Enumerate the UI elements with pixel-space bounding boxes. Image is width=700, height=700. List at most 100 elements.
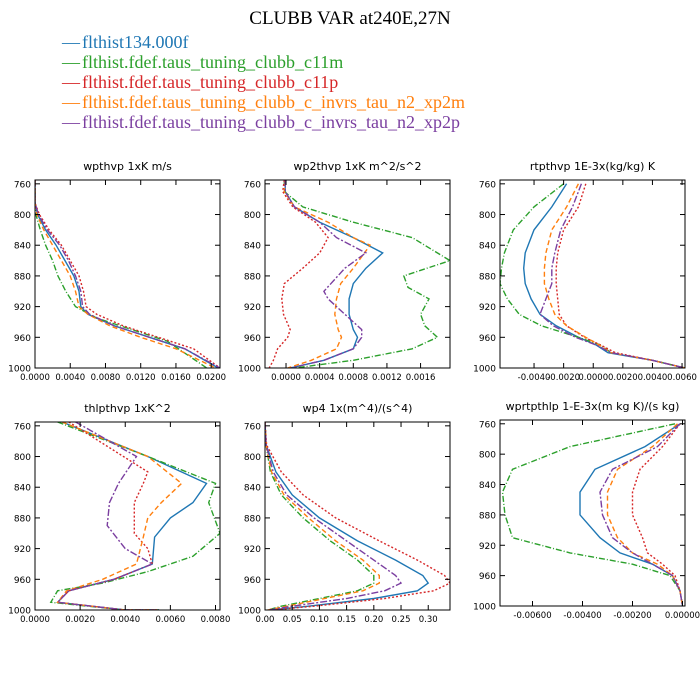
y-tick-label: 800 xyxy=(14,211,31,221)
x-tick-label: 0.0016 xyxy=(406,373,436,383)
y-tick-label: 960 xyxy=(244,334,261,344)
x-tick-label: 0.15 xyxy=(337,615,356,625)
series-line xyxy=(284,180,368,368)
legend-item: — flthist.fdef.taus_tuning_clubb_c_invrs_… xyxy=(62,92,465,112)
y-tick-label: 920 xyxy=(14,303,31,313)
plot-frame xyxy=(34,421,221,611)
y-tick-label: 760 xyxy=(244,422,261,432)
y-tick-label: 800 xyxy=(244,211,261,221)
panel-title: wpthvp 1xK m/s xyxy=(83,160,172,173)
x-tick-label: 0.00 xyxy=(256,615,275,625)
y-tick-label: 920 xyxy=(479,303,496,313)
panel-title: rtpthvp 1E-3x(kg/kg) K xyxy=(530,160,656,173)
series-line xyxy=(56,422,160,610)
x-tick-label: 0.0020 xyxy=(608,373,638,383)
series-line xyxy=(543,183,685,368)
y-tick-label: 840 xyxy=(479,481,496,491)
y-tick-label: 920 xyxy=(244,303,261,313)
y-tick-label: 960 xyxy=(479,572,496,582)
y-tick-label: 1000 xyxy=(238,365,261,375)
x-tick-label: 0.0040 xyxy=(638,373,668,383)
series-line xyxy=(283,180,372,368)
y-tick-label: 960 xyxy=(14,576,31,586)
x-tick-label: 0.00000 xyxy=(665,611,700,621)
x-tick-label: 0.0200 xyxy=(196,373,226,383)
plot-frame xyxy=(34,179,221,369)
y-tick-label: 760 xyxy=(479,420,496,430)
y-tick-label: 880 xyxy=(244,272,261,282)
panel-title: thlpthvp 1xK^2 xyxy=(84,402,171,415)
chart-panel: wp4 1x(m^4)/(s^4)76080084088092096010000… xyxy=(238,402,451,625)
series-line xyxy=(265,422,375,610)
y-tick-label: 920 xyxy=(479,542,496,552)
y-tick-label: 800 xyxy=(479,451,496,461)
x-tick-label: 0.0060 xyxy=(155,615,185,625)
series-line xyxy=(284,180,384,368)
y-tick-label: 960 xyxy=(479,334,496,344)
chart-panel: wprtpthlp 1-E-3x(m kg K)/(s kg) 760 800 840… xyxy=(473,400,700,621)
y-tick-label: 880 xyxy=(479,272,496,282)
series-line xyxy=(555,183,685,368)
y-tick-label: 800 xyxy=(479,211,496,221)
legend-swatch: — xyxy=(62,112,80,132)
x-tick-label: 0.0120 xyxy=(126,373,156,383)
x-tick-label: 0.05 xyxy=(283,615,302,625)
plot-frame xyxy=(499,419,686,607)
legend-item: — flthist.fdef.taus_tuning_clubb_c11m xyxy=(62,52,465,72)
y-tick-label: 920 xyxy=(244,545,261,555)
plot-frame xyxy=(264,421,451,611)
x-tick-label: 0.0080 xyxy=(201,615,231,625)
x-tick-label: 0.10 xyxy=(310,615,329,625)
x-tick-label: 0.0000 xyxy=(271,373,301,383)
series-line xyxy=(606,423,684,606)
figure-title: CLUBB VAR at240E,27N xyxy=(249,8,451,29)
y-tick-label: 1000 xyxy=(473,365,496,375)
series-line xyxy=(35,180,220,368)
series-line xyxy=(35,180,208,368)
x-tick-label: -0.0020 xyxy=(547,373,580,383)
y-tick-label: 800 xyxy=(14,453,31,463)
legend-label: flthist.fdef.taus_tuning_clubb_c_invrs_t… xyxy=(82,112,460,132)
y-tick-label: 880 xyxy=(14,514,31,524)
x-tick-label: -0.00600 xyxy=(513,611,551,621)
legend-item: — flthist.fdef.taus_tuning_clubb_c11p xyxy=(62,72,465,92)
y-tick-label: 800 xyxy=(244,453,261,463)
legend-label: flthist.fdef.taus_tuning_clubb_c11p xyxy=(82,72,339,92)
panel-title: wp4 1x(m^4)/(s^4) xyxy=(303,402,413,415)
x-tick-label: 0.0000 xyxy=(20,373,50,383)
y-tick-label: 840 xyxy=(479,242,496,252)
series-line xyxy=(49,422,220,610)
x-tick-label: 0.0004 xyxy=(305,373,335,383)
series-line xyxy=(268,180,329,368)
y-tick-label: 880 xyxy=(244,514,261,524)
y-tick-label: 1000 xyxy=(473,603,496,613)
y-tick-label: 840 xyxy=(14,242,31,252)
chart-panel: rtpthvp 1E-3x(kg/kg) K 760 800 840 880 920 960… xyxy=(473,160,697,383)
series-line xyxy=(599,423,684,606)
x-tick-label: 0.20 xyxy=(364,615,383,625)
x-tick-label: 0.0060 xyxy=(667,373,697,383)
series-line xyxy=(265,422,380,610)
plot-frame xyxy=(499,179,686,369)
y-tick-label: 760 xyxy=(14,180,31,190)
series-line xyxy=(539,183,685,368)
legend-item: — flthist.fdef.taus_tuning_clubb_c_invrs_… xyxy=(62,112,465,132)
y-tick-label: 880 xyxy=(479,511,496,521)
x-tick-label: 0.0080 xyxy=(91,373,121,383)
x-tick-label: 0.0008 xyxy=(338,373,368,383)
series-line xyxy=(265,422,450,610)
plot-frame xyxy=(264,179,451,369)
series-line xyxy=(579,423,684,606)
y-tick-label: 840 xyxy=(244,484,261,494)
series-line xyxy=(501,423,684,606)
x-tick-label: 0.30 xyxy=(419,615,438,625)
legend-label: flthist.fdef.taus_tuning_clubb_c11m xyxy=(82,52,344,72)
x-tick-label: 0.0000 xyxy=(578,373,608,383)
x-tick-label: -0.00400 xyxy=(563,611,601,621)
legend-swatch: — xyxy=(62,72,80,92)
y-tick-label: 960 xyxy=(244,576,261,586)
x-tick-label: 0.0020 xyxy=(65,615,95,625)
series-line xyxy=(35,180,216,368)
x-tick-label: 0.0000 xyxy=(20,615,50,625)
